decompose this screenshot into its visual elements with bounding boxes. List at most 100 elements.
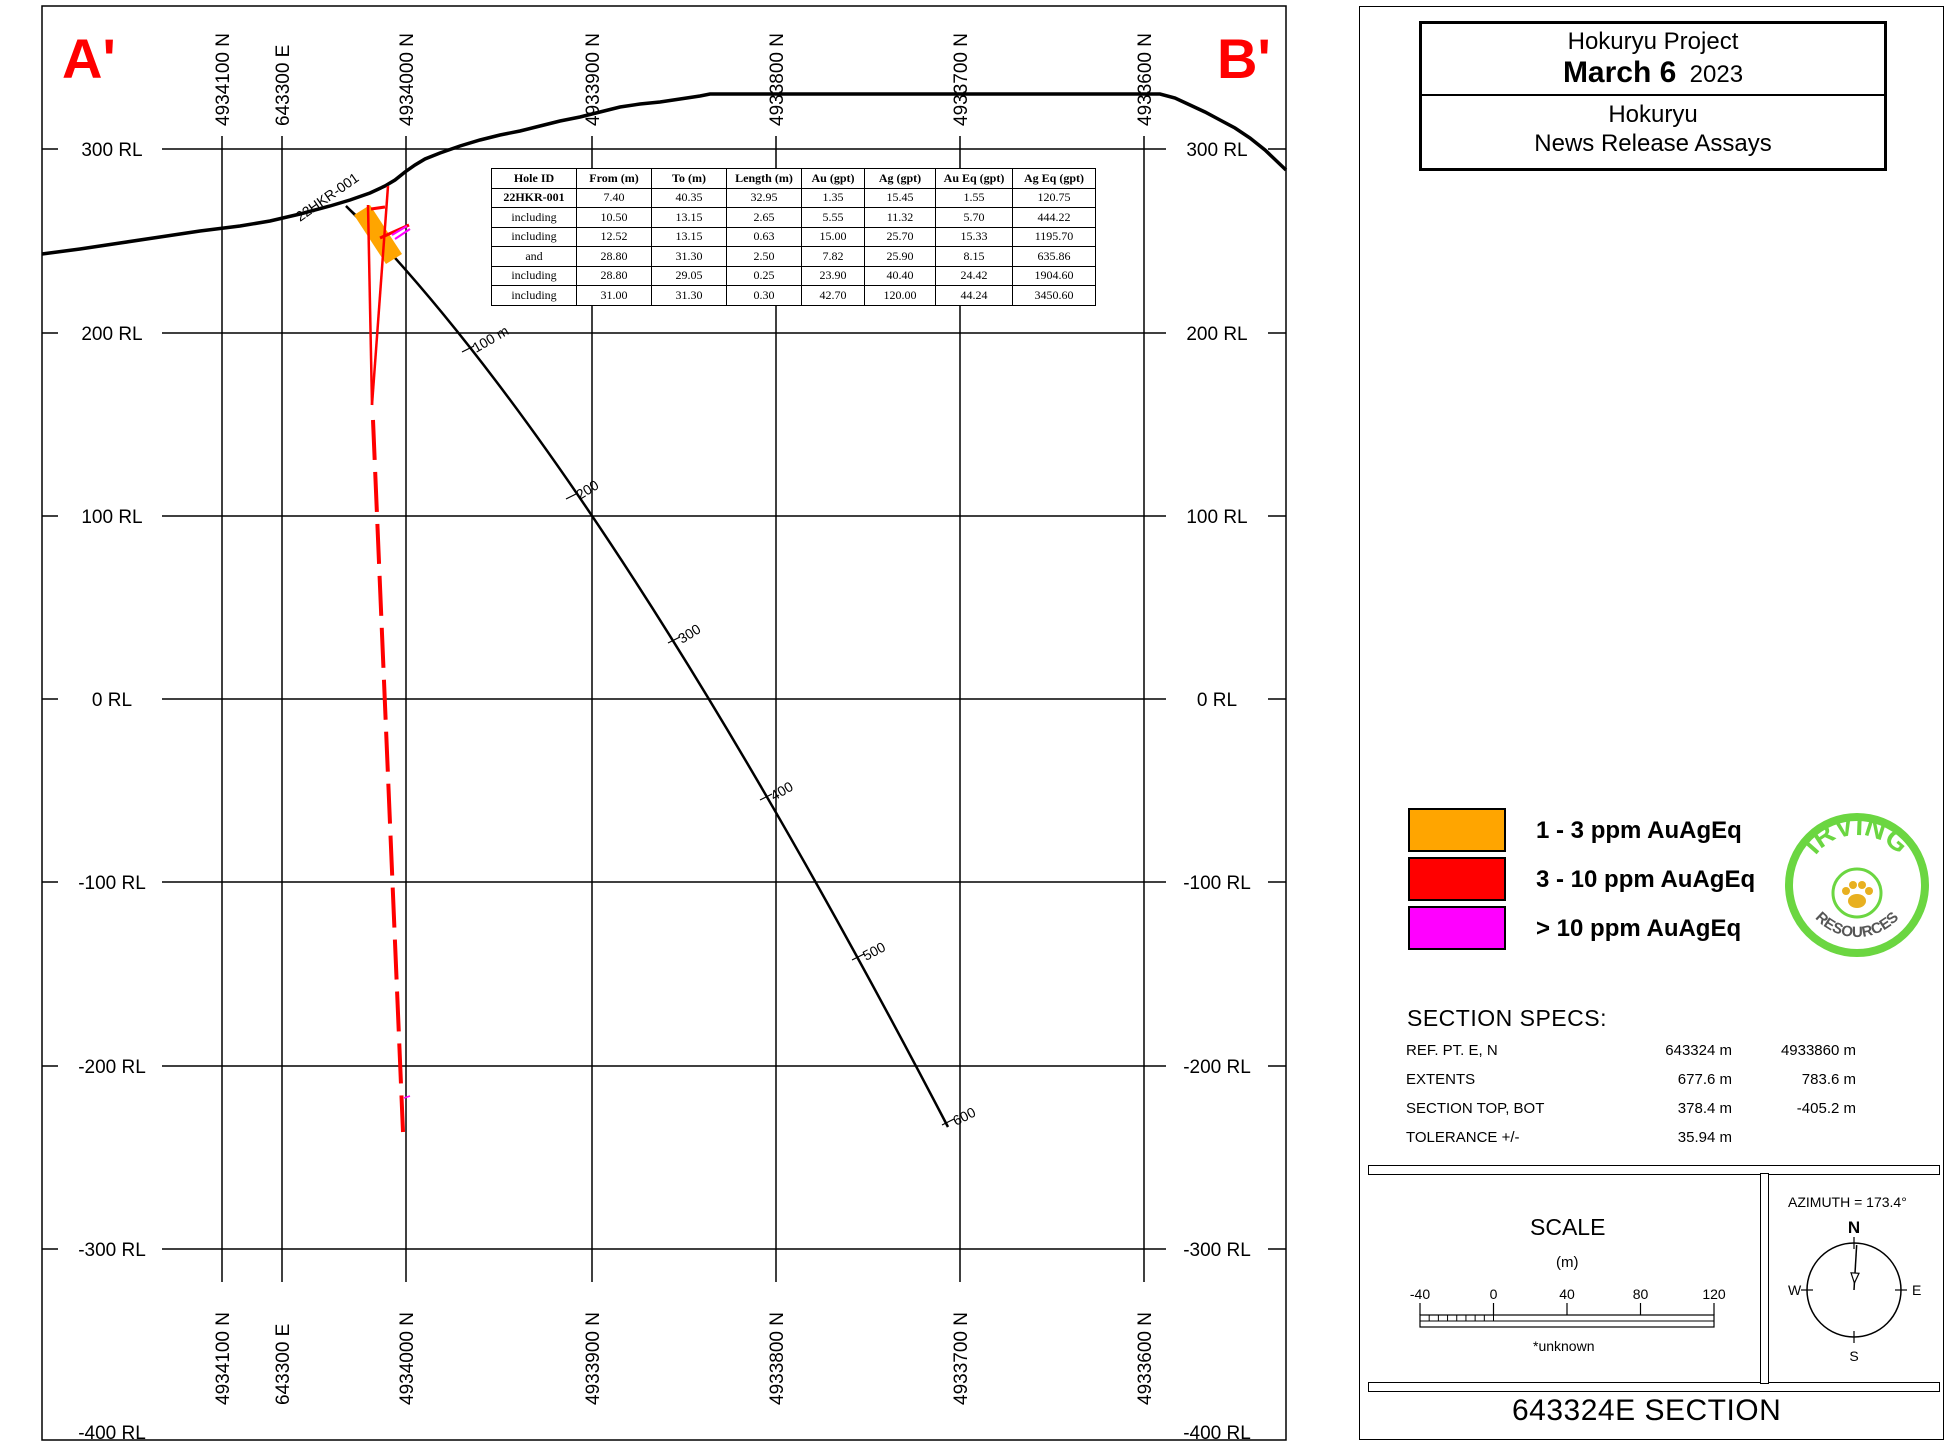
compass-n-icon: N — [1848, 1218, 1860, 1237]
red-intercept-tick-2 — [370, 205, 386, 211]
assay-cell: 3450.60 — [1012, 285, 1096, 306]
depth-label: 200 — [573, 476, 601, 502]
assay-cell: 15.45 — [864, 187, 936, 208]
assay-header-cell: To (m) — [651, 168, 727, 189]
magenta-end-tick — [403, 1095, 411, 1099]
title-subtitle: News Release Assays — [1534, 130, 1772, 157]
table-row: 22HKR-001 7.40 40.35 32.95 1.35 15.45 1.55 120.… — [491, 187, 1096, 208]
assay-cell: 1904.60 — [1012, 265, 1096, 286]
spec-row: REF. PT. E, N 643324 m 4933860 m — [1406, 1042, 1856, 1066]
depth-label: 500 — [860, 938, 888, 963]
rl-label-left: -200 RL — [78, 1057, 146, 1078]
assay-cell: 0.30 — [726, 285, 802, 306]
legend-item-red: 3 - 10 ppm AuAgEq — [1408, 857, 1948, 903]
divider-bar-top — [1368, 1165, 1940, 1175]
title-block: Hokuryu Project March 6 2023 Hokuryu New… — [1419, 21, 1887, 171]
table-row: including 12.52 13.15 0.63 15.00 25.70 15.33 11… — [491, 226, 1096, 247]
legend-swatch-red — [1408, 857, 1506, 901]
spec-label: REF. PT. E, N — [1406, 1042, 1498, 1059]
rl-label-right: -300 RL — [1183, 1240, 1251, 1261]
rl-label-right: -400 RL — [1183, 1423, 1251, 1444]
assay-cell: 28.80 — [576, 265, 652, 286]
rl-label-left: -400 RL — [78, 1423, 146, 1444]
logo-inner-circle — [1831, 867, 1883, 919]
orange-intercept — [354, 205, 402, 264]
grid-lines — [42, 136, 1286, 1282]
assay-cell: 11.32 — [864, 207, 936, 228]
spec-value-2: -405.2 m — [1796, 1100, 1856, 1117]
magenta-intercept-tick-1 — [391, 225, 408, 236]
topography — [41, 92, 1288, 256]
scale-tick-label: 0 — [1490, 1286, 1498, 1302]
rl-label-right: 100 RL — [1186, 507, 1247, 528]
assay-cell: including — [491, 285, 577, 306]
assay-table: Hole ID From (m) To (m) Length (m) Au (gpt) A… — [491, 168, 1096, 306]
spec-row: SECTION TOP, BOT 378.4 m -405.2 m — [1406, 1100, 1856, 1124]
assay-cell: 8.15 — [935, 246, 1013, 267]
assay-cell: 15.00 — [801, 226, 865, 247]
depth-label: 100 m — [470, 322, 512, 355]
date-year: 2023 — [1689, 61, 1744, 88]
assay-cell: 0.25 — [726, 265, 802, 286]
scale-title: SCALE — [1530, 1214, 1606, 1240]
assay-cell: 10.50 — [576, 207, 652, 228]
depth-ticks: 100 m 200 300 400 500 600 — [461, 322, 978, 1129]
logo-text-top: IRVING — [1797, 811, 1916, 860]
hole-label: 22HKR-001 — [293, 169, 362, 224]
rl-label-left: 300 RL — [81, 140, 142, 161]
red-trace-dashed — [371, 419, 405, 1133]
assay-cell: 5.70 — [935, 207, 1013, 228]
grid-label-top: 4933900 N — [583, 33, 604, 126]
assay-cell: 444.22 — [1012, 207, 1096, 228]
compass-e: E — [1912, 1282, 1921, 1298]
assay-cell: 25.70 — [864, 226, 936, 247]
assay-cell: 44.24 — [935, 285, 1013, 306]
assay-cell: 22HKR-001 — [491, 187, 577, 208]
depth-label: 600 — [950, 1104, 978, 1129]
assay-header-cell: Length (m) — [726, 168, 802, 189]
assay-cell: 31.30 — [651, 246, 727, 267]
spec-label: SECTION TOP, BOT — [1406, 1100, 1545, 1117]
assay-cell: 28.80 — [576, 246, 652, 267]
scale-bar: -40 0 40 80 120 — [1410, 1286, 1726, 1328]
assay-cell: including — [491, 226, 577, 247]
assay-header-cell: Ag Eq (gpt) — [1012, 168, 1096, 189]
assay-cell: 42.70 — [801, 285, 865, 306]
assay-cell: 40.35 — [651, 187, 727, 208]
right-panel — [1359, 6, 1944, 1440]
assay-cell: 24.42 — [935, 265, 1013, 286]
legend-label-orange: 1 - 3 ppm AuAgEq — [1536, 817, 1742, 844]
rl-label-left: 100 RL — [81, 507, 142, 528]
assay-cell: 635.86 — [1012, 246, 1096, 267]
title-name: Hokuryu — [1608, 101, 1698, 128]
assay-cell: 1.55 — [935, 187, 1013, 208]
depth-label: 300 — [675, 620, 703, 646]
assay-cell: 120.75 — [1012, 187, 1096, 208]
assay-cell: 25.90 — [864, 246, 936, 267]
assay-cell: and — [491, 246, 577, 267]
rl-label-right: 200 RL — [1186, 324, 1247, 345]
grid-label-bottom: 4933900 N — [583, 1312, 604, 1405]
spec-value-1: 677.6 m — [1677, 1071, 1732, 1088]
assay-cell: 15.33 — [935, 226, 1013, 247]
topography-line — [41, 92, 1288, 256]
assay-header-cell: From (m) — [576, 168, 652, 189]
spec-row: EXTENTS 677.6 m 783.6 m — [1406, 1071, 1856, 1095]
grid-label-top: 643300 E — [273, 45, 294, 126]
spec-label: TOLERANCE +/- — [1406, 1129, 1520, 1146]
assay-cell: 12.52 — [576, 226, 652, 247]
rl-label-right: 300 RL — [1186, 140, 1247, 161]
paw-icon — [1842, 881, 1873, 908]
scale-tick-label: 40 — [1559, 1286, 1575, 1302]
table-row: including 31.00 31.30 0.30 42.70 120.00 44.24 3… — [491, 285, 1096, 306]
assay-cell: 13.15 — [651, 226, 727, 247]
assay-header-cell: Hole ID — [491, 168, 577, 189]
legend-swatch-magenta — [1408, 906, 1506, 950]
grid-label-bottom: 4933600 N — [1135, 1312, 1156, 1405]
drill-hole: 100 m 200 300 400 500 600 22HKR-001 — [293, 169, 978, 1133]
assay-table-header: Hole ID From (m) To (m) Length (m) Au (gpt) A… — [491, 168, 1096, 189]
assay-table-body: 22HKR-001 7.40 40.35 32.95 1.35 15.45 1.55 120.… — [491, 187, 1096, 306]
assay-header-cell: Au Eq (gpt) — [935, 168, 1013, 189]
spec-value-1: 35.94 m — [1677, 1129, 1732, 1146]
